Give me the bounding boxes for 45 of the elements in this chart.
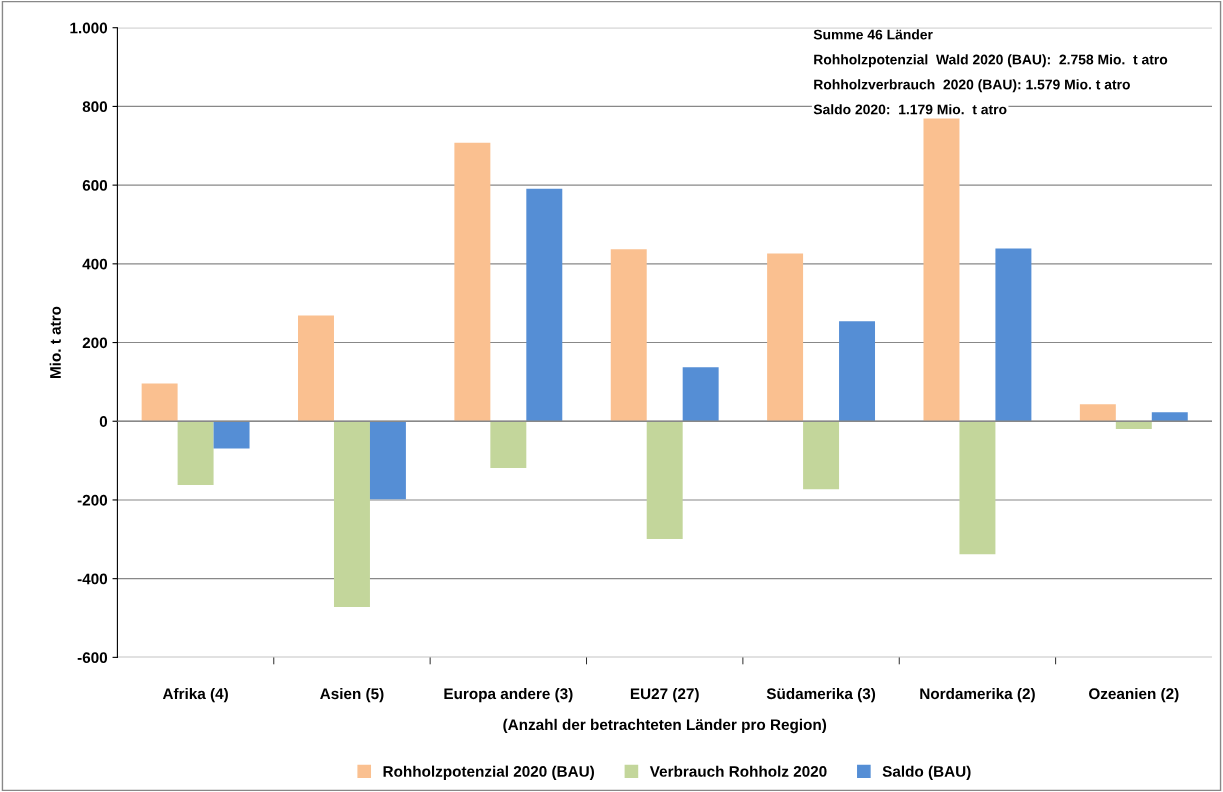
x-tick-label: Europa andere (3) [444, 687, 573, 703]
bar [682, 367, 719, 422]
bar [767, 253, 804, 422]
y-axis-title: Mio. t atro [49, 306, 61, 379]
bar [454, 142, 491, 422]
y-tick-label: 800 [82, 101, 108, 113]
bar [177, 421, 214, 485]
bar [1151, 412, 1188, 422]
x-tick-label: Südamerika (3) [766, 687, 876, 703]
bar [490, 421, 527, 469]
legend-label: Saldo (BAU) [882, 765, 971, 780]
bar [526, 188, 563, 422]
bar [333, 421, 370, 607]
bar [995, 248, 1032, 422]
y-tick-label: 0 [99, 416, 108, 427]
x-tick-label: Afrika (4) [162, 687, 228, 703]
x-tick-label: Ozeanien (2) [1089, 687, 1179, 703]
y-tick-label: 1.000 [70, 22, 108, 34]
bar [141, 383, 178, 422]
bar [646, 421, 683, 539]
y-tick-label: 200 [82, 337, 108, 349]
legend-label: Rohholzpotenzial 2020 (BAU) [383, 765, 594, 780]
y-tick-label: -600 [77, 652, 108, 664]
bar [923, 117, 960, 422]
annotation: Rohholzverbrauch 2020 (BAU): 1.579 Mio. t atro [814, 79, 1130, 93]
bar [839, 321, 876, 422]
bar [298, 315, 334, 422]
y-tick-label: 600 [82, 180, 108, 191]
legend-label: Verbrauch Rohholz 2020 [649, 765, 827, 777]
annotation: Summe 46 Länder [813, 29, 933, 40]
x-tick-label: Nordamerika (2) [920, 687, 1035, 703]
bar [369, 421, 406, 500]
bar [803, 421, 840, 490]
x-tick-label: EU27 (27) [630, 687, 699, 703]
annotation: Saldo 2020: 1.179 Mio. t atro [813, 104, 1007, 115]
bar [1079, 404, 1116, 422]
bar [610, 249, 647, 422]
x-axis-title: (Anzahl der betrachteten Länder pro Region) [503, 718, 827, 734]
y-tick-label: 400 [82, 258, 108, 270]
y-tick-label: -200 [77, 494, 108, 506]
annotation: Rohholzpotenzial Wald 2020 (BAU): 2.758 Mio. t atro [814, 54, 1168, 68]
bar [959, 421, 996, 555]
bar [213, 421, 250, 449]
x-tick-label: Asien (5) [320, 687, 384, 703]
y-tick-label: -400 [77, 573, 108, 585]
